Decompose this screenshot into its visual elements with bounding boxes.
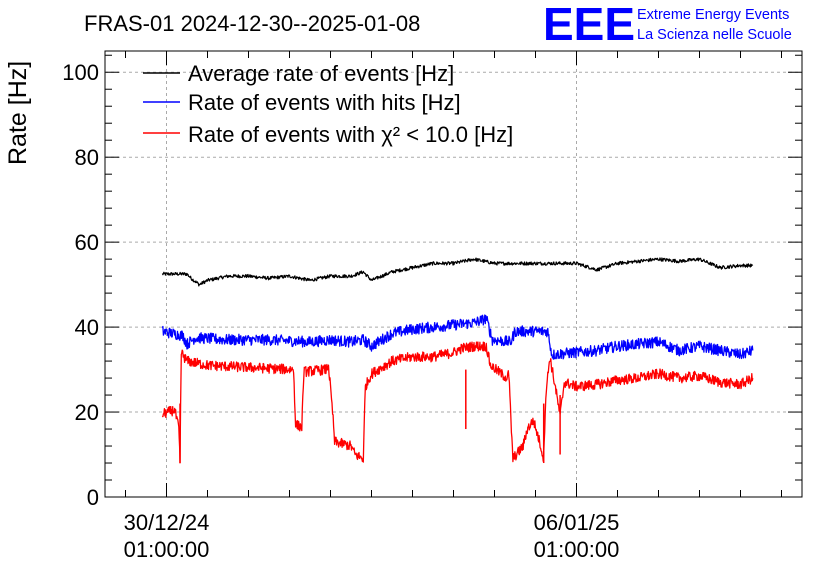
y-tick-label: 0 xyxy=(87,485,99,510)
legend: Average rate of events [Hz] Rate of even… xyxy=(143,61,513,147)
y-tick-label: 40 xyxy=(75,315,99,340)
x-tick-label-time: 01:00:00 xyxy=(534,537,620,562)
series-line-2 xyxy=(161,341,754,464)
series-line-0 xyxy=(161,257,754,287)
x-tick-label-date: 06/01/25 xyxy=(534,510,620,535)
plot-frame xyxy=(104,50,803,498)
grid-lines xyxy=(105,51,802,497)
y-tick-label: 100 xyxy=(62,60,99,85)
axis-ticks xyxy=(105,51,802,498)
y-axis-title: Rate [Hz] xyxy=(4,61,32,165)
eee-logo: EEE xyxy=(543,0,635,50)
eee-logo-text: EEE xyxy=(543,0,635,50)
y-tick-label: 60 xyxy=(75,230,99,255)
legend-label-average: Average rate of events [Hz] xyxy=(188,61,454,86)
brand-line-2: La Scienza nelle Scuole xyxy=(637,27,792,43)
legend-label-chi2: Rate of events with χ² < 10.0 [Hz] xyxy=(188,122,513,147)
y-tick-label: 20 xyxy=(75,400,99,425)
legend-label-hits: Rate of events with hits [Hz] xyxy=(188,90,461,115)
y-tick-label: 80 xyxy=(75,145,99,170)
x-tick-label-date: 30/12/24 xyxy=(124,510,210,535)
chart-title: FRAS-01 2024-12-30--2025-01-08 xyxy=(84,11,420,36)
series-layer xyxy=(161,257,754,464)
tick-labels: 02040608010030/12/2401:00:0006/01/2501:0… xyxy=(62,60,619,562)
series-line-1 xyxy=(161,314,754,360)
x-tick-label-time: 01:00:00 xyxy=(124,537,210,562)
brand-line-1: Extreme Energy Events xyxy=(637,7,789,23)
